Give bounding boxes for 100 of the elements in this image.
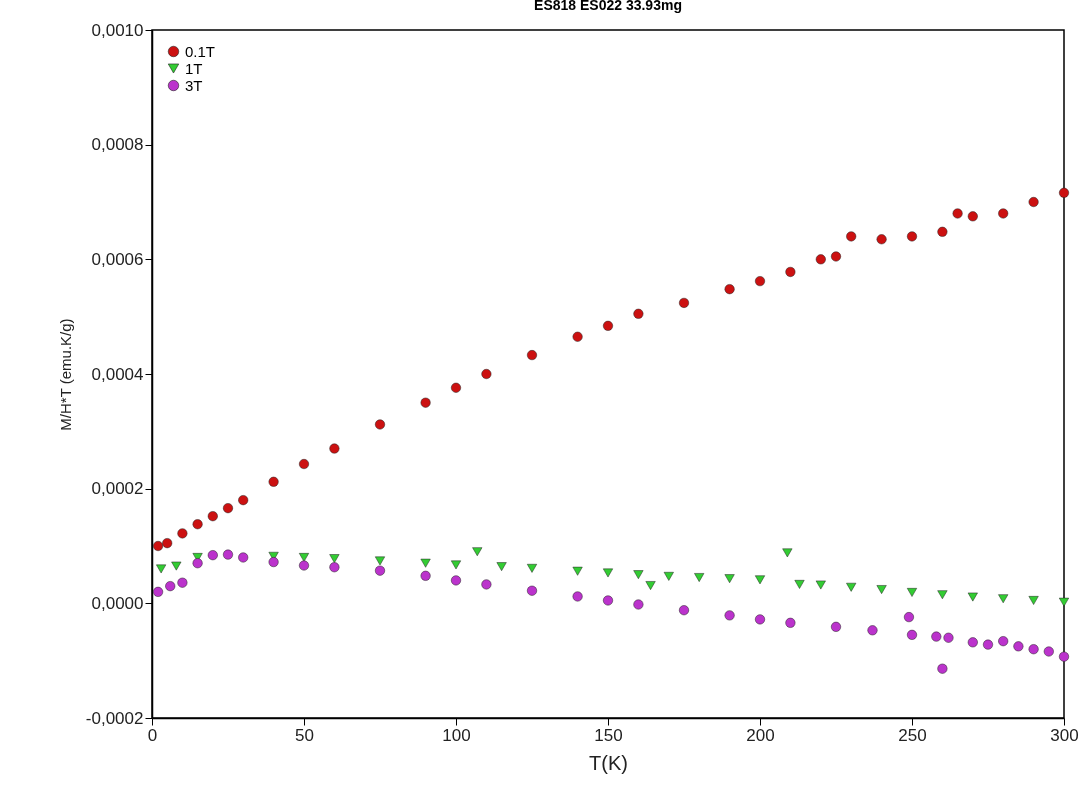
point (527, 585, 537, 596)
point (694, 573, 705, 582)
point (192, 558, 203, 569)
point (645, 581, 656, 590)
point (998, 208, 1009, 219)
point (527, 350, 537, 361)
point (724, 610, 735, 621)
point (943, 632, 954, 643)
point (329, 554, 340, 563)
point (472, 547, 483, 557)
point (192, 519, 203, 530)
legend-label: 1T (185, 59, 203, 77)
point (755, 614, 765, 625)
point (967, 592, 978, 602)
point (527, 564, 537, 573)
chart-title: ES818 ES022 33.93mg (534, 0, 682, 13)
point (846, 231, 857, 242)
point (1028, 644, 1039, 655)
point (223, 503, 233, 514)
point (223, 549, 233, 560)
point (420, 570, 431, 581)
y-tick-label: 0,0006 (91, 249, 144, 269)
point (572, 331, 583, 342)
point (420, 558, 431, 568)
x-axis-title: T(K) (589, 751, 628, 774)
x-tick-label: 250 (898, 725, 927, 745)
point (153, 586, 164, 597)
point (876, 234, 887, 245)
point (782, 548, 793, 558)
point (165, 581, 176, 592)
point (876, 585, 887, 594)
point (1059, 597, 1069, 607)
point (299, 553, 309, 562)
point (903, 612, 914, 623)
x-tick-label: 100 (442, 725, 471, 745)
legend-label: 3T (185, 76, 203, 94)
point (329, 562, 340, 573)
point (207, 550, 218, 561)
point (952, 208, 963, 219)
point (998, 594, 1009, 604)
point (268, 557, 279, 568)
point (794, 580, 805, 589)
y-tick-label: 0,0002 (91, 479, 144, 499)
point (481, 369, 492, 379)
point (907, 231, 917, 242)
point (633, 570, 644, 580)
y-tick-label: -0,0002 (85, 708, 144, 728)
point (299, 459, 309, 469)
point (931, 631, 942, 642)
y-tick-label: 0,0010 (91, 20, 144, 40)
point (603, 568, 613, 578)
point (603, 595, 613, 606)
point (375, 556, 385, 566)
point (238, 552, 249, 563)
point (724, 284, 735, 295)
point (983, 639, 993, 650)
point (785, 617, 796, 628)
point (451, 560, 461, 570)
point (451, 382, 461, 393)
legend-label: 0.1T (185, 42, 216, 60)
point (496, 562, 507, 571)
point (785, 266, 796, 277)
point (907, 588, 917, 597)
point (663, 572, 674, 581)
point (375, 565, 385, 576)
point (1013, 641, 1024, 652)
point (481, 579, 492, 590)
point (815, 254, 826, 265)
x-tick-label: 200 (746, 725, 775, 745)
point (1059, 187, 1069, 198)
point (177, 528, 188, 539)
point (815, 580, 826, 590)
point (967, 637, 978, 648)
point (572, 591, 583, 602)
point (162, 538, 173, 549)
point (633, 599, 644, 610)
x-tick-label: 150 (594, 725, 623, 745)
point (156, 564, 167, 574)
point (299, 560, 309, 571)
x-tick-label: 0 (147, 725, 158, 745)
point (907, 629, 917, 640)
point (724, 574, 735, 584)
point (937, 590, 948, 600)
y-tick-label: 0,0004 (91, 364, 144, 384)
point (937, 226, 948, 237)
point (633, 308, 644, 319)
point (1028, 596, 1039, 605)
point (1059, 651, 1069, 662)
point (998, 636, 1009, 647)
point (1043, 646, 1054, 657)
point (451, 575, 461, 586)
point (171, 561, 182, 571)
point (755, 276, 765, 287)
point (207, 511, 218, 522)
x-tick-label: 300 (1050, 725, 1079, 745)
point (420, 397, 431, 408)
point (1028, 197, 1039, 207)
point (846, 582, 857, 592)
y-axis-title: M/H*T (emu.K/g) (56, 318, 74, 431)
point (603, 320, 613, 331)
